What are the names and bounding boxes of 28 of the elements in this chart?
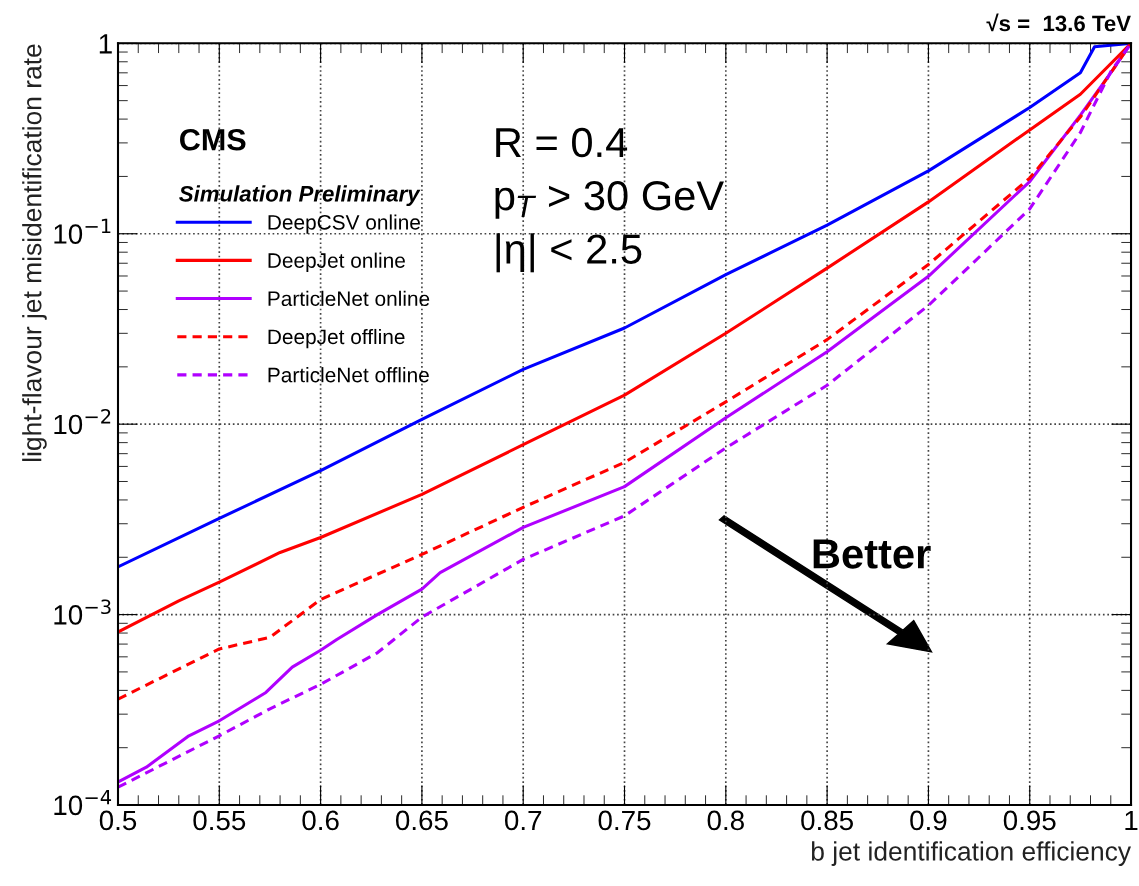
x-tick-label: 0.65 (395, 810, 448, 831)
annotation: p$_{T}$ > 30 GeV (495, 180, 724, 219)
x-tick-label: 0.7 (504, 810, 542, 831)
y-tick-label: 10$^{−3}$ (54, 599, 111, 625)
y-tick-label: 1 (99, 34, 112, 54)
legend-label: ParticleNet online (268, 290, 430, 307)
x-tick-label: 0.85 (801, 810, 853, 831)
annotation: Better (813, 539, 931, 569)
legend-label: DeepJet offline (268, 328, 405, 349)
x-tick-label: 0.95 (1003, 810, 1056, 831)
x-tick-label: 0.6 (302, 810, 339, 831)
x-tick-label: 0.8 (707, 810, 744, 831)
annotation: |η| < 2.5 (496, 233, 642, 273)
y-tick-label: 10$^{−2}$ (54, 408, 111, 435)
annotation: R = 0.4 (496, 127, 628, 158)
x-tick-label: 0.75 (598, 810, 651, 831)
legend-label: DeepJet online (268, 252, 405, 273)
annotation: CMS (180, 128, 246, 151)
x-tick-label: 1 (1125, 810, 1138, 831)
x-axis-title: b jet identification efficiency (811, 841, 1131, 866)
text: √s = 13.6 TeV (986, 13, 1131, 32)
y-tick-label: 10$^{−1}$ (54, 218, 111, 244)
legend-label: ParticleNet offline (268, 367, 429, 383)
legend-label: DeepCSV online (268, 214, 420, 234)
x-tick-label: 0.55 (193, 810, 246, 831)
annotation: Simulation Preliminary (179, 185, 421, 207)
x-tick-label: 0.9 (910, 810, 947, 831)
y-axis-title: light-flavour jet misidentification rate (22, 44, 47, 461)
